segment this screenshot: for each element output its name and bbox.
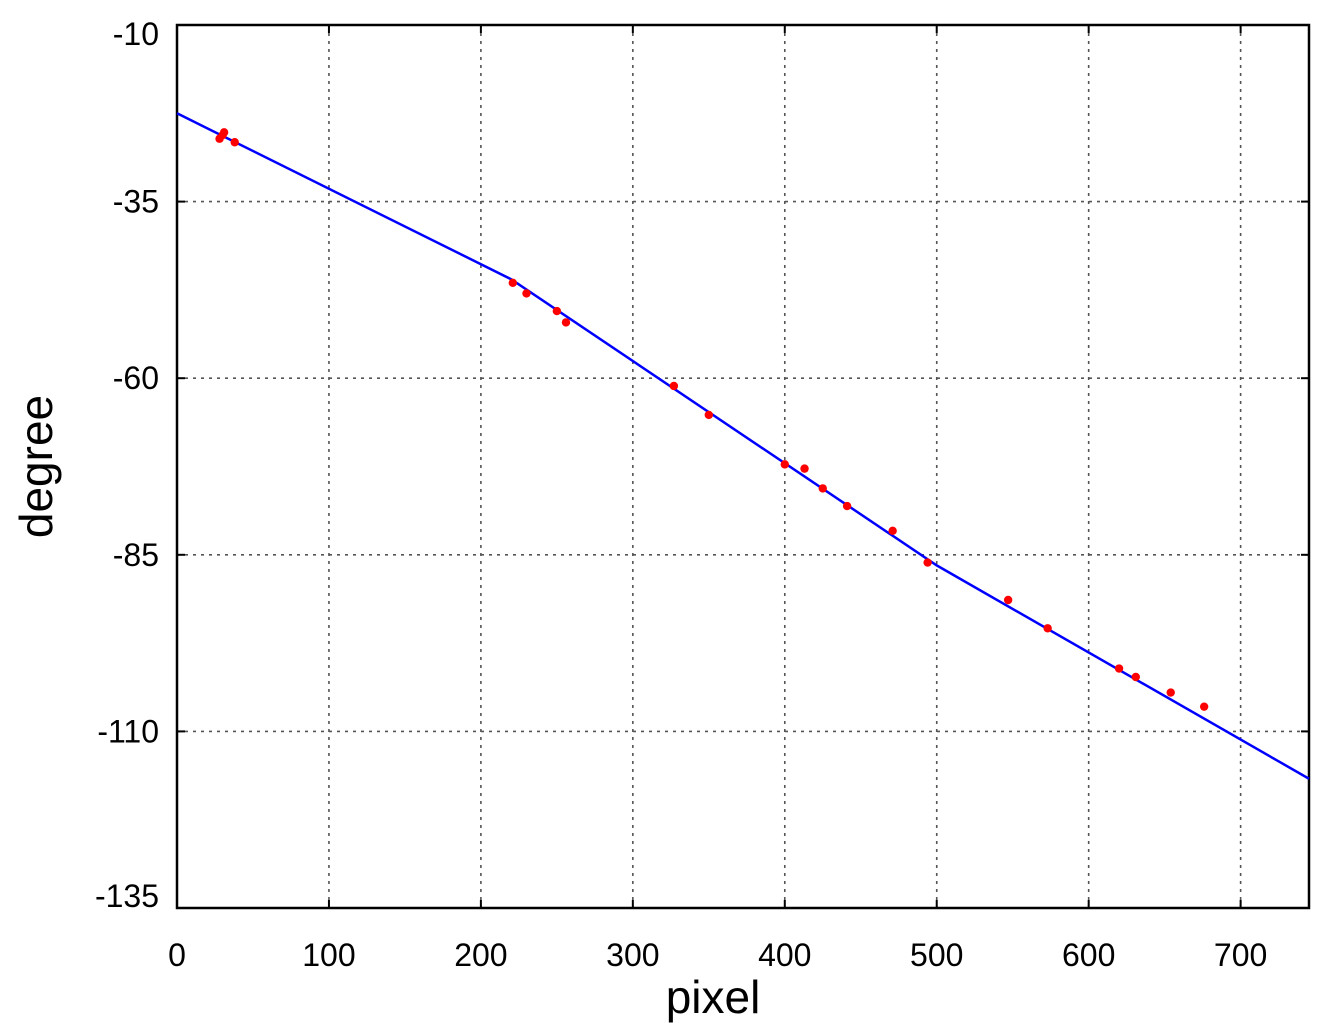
x-tick-label: 400 (758, 937, 811, 973)
y-tick-label: -85 (113, 537, 159, 573)
data-point (669, 381, 679, 391)
x-tick-label: 600 (1062, 937, 1115, 973)
data-point (1166, 688, 1175, 697)
data-points-layer (215, 128, 1209, 711)
data-point (923, 558, 932, 567)
y-tick-labels: -10 -35 -60 -85 -110 -135 (95, 16, 1309, 914)
x-tick-label: 700 (1214, 937, 1267, 973)
x-tick-label: 300 (606, 937, 659, 973)
y-axis-title: degree (10, 395, 62, 538)
y-tick-label: -110 (97, 713, 159, 749)
y-tick-label: -35 (113, 184, 159, 220)
fit-line (176, 112, 1310, 780)
x-tick-label: 200 (454, 937, 507, 973)
y-tick-label: -10 (113, 16, 159, 52)
data-point (1199, 702, 1209, 711)
data-point (704, 410, 714, 420)
data-point (219, 128, 229, 137)
data-point (552, 306, 562, 316)
x-tick-label: 500 (910, 937, 963, 973)
grid (177, 25, 1309, 908)
data-point (230, 138, 239, 147)
data-point (1043, 624, 1052, 633)
data-point (508, 278, 518, 288)
x-axis-title: pixel (666, 971, 761, 1023)
x-tick-label: 0 (168, 937, 186, 973)
y-tick-label: -135 (95, 878, 159, 914)
data-point (818, 484, 827, 493)
y-tick-label: -60 (113, 360, 159, 396)
data-point (780, 460, 789, 469)
data-point (800, 464, 809, 473)
data-point (1114, 664, 1124, 673)
data-point (1003, 595, 1013, 605)
plot-frame (175, 23, 1311, 910)
x-tick-labels: 0 100 200 300 400 500 600 700 (168, 25, 1267, 973)
data-point (522, 289, 531, 298)
data-point (842, 501, 852, 511)
data-point (888, 526, 897, 535)
data-point (561, 318, 571, 327)
x-tick-label: 100 (302, 937, 355, 973)
fit-line-layer (176, 112, 1310, 780)
data-point (1131, 672, 1140, 682)
